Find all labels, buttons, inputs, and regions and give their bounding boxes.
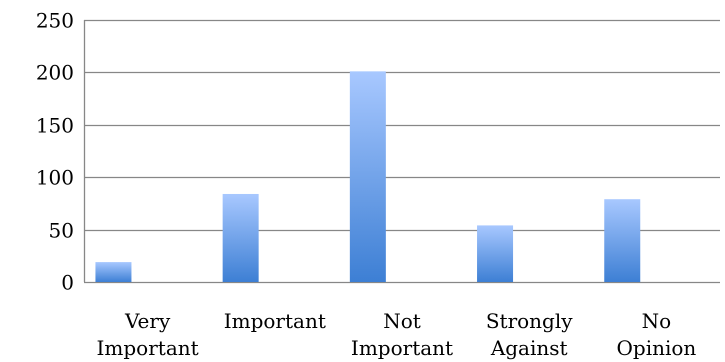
- x-category-label-line: Very: [124, 309, 171, 333]
- x-category-label-line: Opinion: [617, 336, 697, 360]
- bar-4: [604, 199, 641, 282]
- bars: [95, 71, 641, 283]
- bar-1: [222, 193, 259, 282]
- axes: [83, 20, 720, 284]
- x-category-labels: Very Important Important Not Important Strong…: [97, 309, 697, 360]
- y-tick-label: 100: [36, 166, 74, 190]
- x-category-label: Important: [224, 309, 326, 333]
- x-category-label: No Opinion: [617, 309, 697, 360]
- y-tick-labels: 0 50 100 150 200 250: [36, 9, 74, 295]
- y-tick-label: 0: [61, 271, 74, 295]
- y-tick-label: 150: [36, 114, 74, 138]
- x-category-label: Strongly Against: [486, 309, 573, 360]
- bar-2: [349, 71, 386, 283]
- x-category-label-line: Important: [351, 336, 453, 360]
- y-tick-label: 250: [36, 9, 74, 33]
- x-category-label-line: Important: [224, 309, 326, 333]
- x-category-label-line: No: [642, 309, 672, 333]
- y-tick-label: 200: [36, 61, 74, 85]
- y-tick-label: 50: [49, 219, 74, 243]
- bar-3: [477, 225, 514, 282]
- x-category-label: Not Important: [351, 309, 453, 360]
- x-category-label-line: Not: [383, 309, 421, 333]
- x-category-label: Very Important: [97, 309, 199, 360]
- x-category-label-line: Against: [490, 336, 568, 360]
- x-category-label-line: Important: [97, 336, 199, 360]
- x-category-label-line: Strongly: [486, 309, 573, 333]
- bar-0: [95, 262, 132, 282]
- gridlines: [84, 19, 720, 232]
